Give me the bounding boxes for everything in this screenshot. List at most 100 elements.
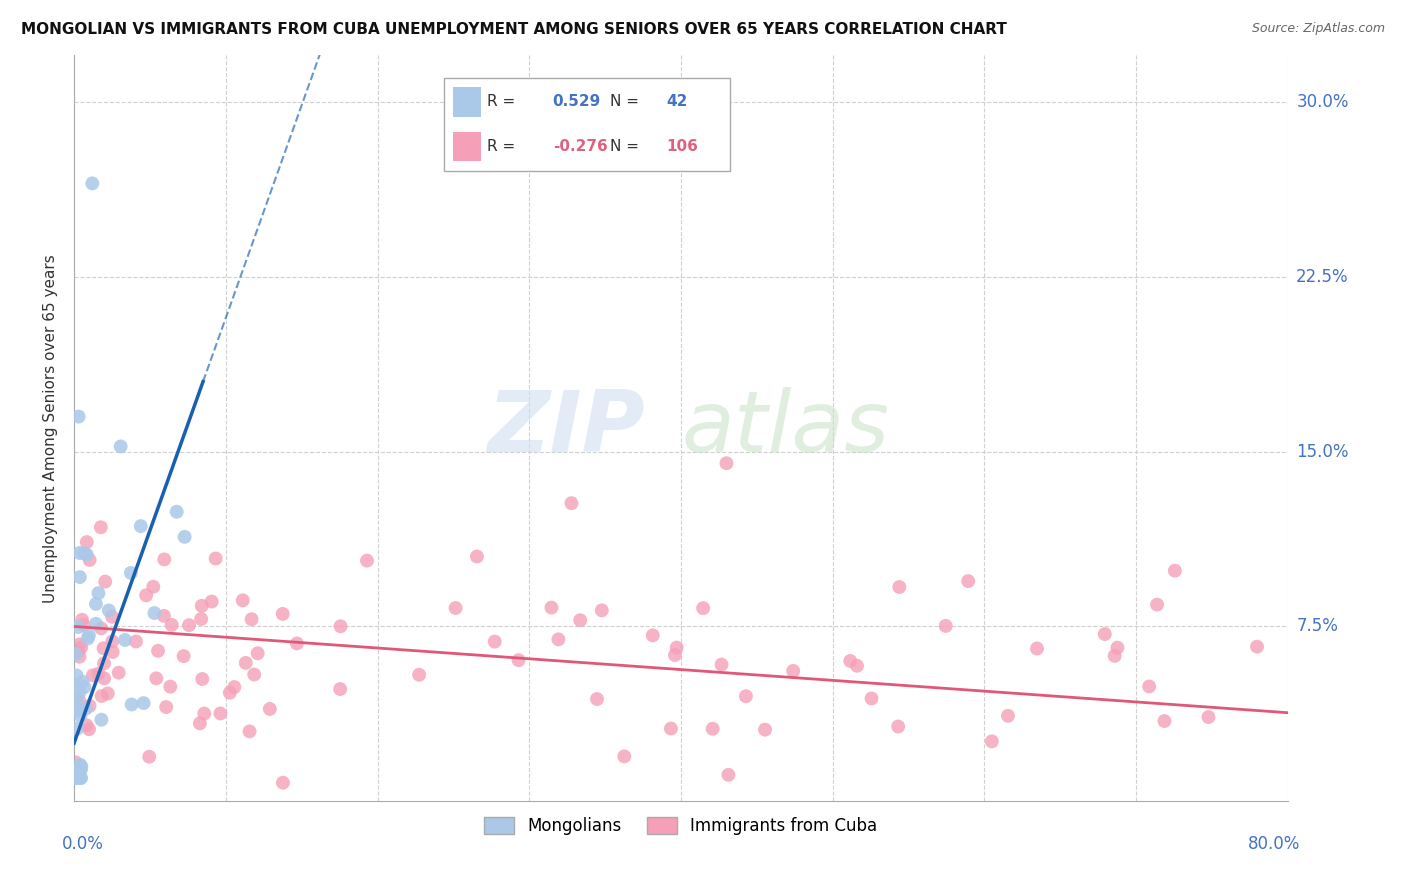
Point (70, 640, 93, 655)
Point (135, 588, 157, 602)
Point (1026, 641, 1049, 656)
Point (173, 649, 195, 664)
Point (540, 600, 562, 615)
Point (90, 621, 112, 635)
Point (87, 586, 110, 600)
Point (209, 706, 232, 721)
Point (408, 667, 430, 681)
Y-axis label: Unemployment Among Seniors over 65 years: Unemployment Among Seniors over 65 years (44, 254, 58, 603)
Point (65, 771, 87, 785)
Point (145, 672, 167, 686)
Point (73, 546, 96, 560)
Point (997, 708, 1019, 723)
Point (1246, 640, 1268, 654)
Point (702, 722, 724, 736)
Point (155, 700, 177, 714)
Point (238, 724, 260, 739)
Point (69, 546, 91, 560)
Point (1094, 627, 1116, 641)
Point (613, 749, 636, 764)
Point (177, 618, 200, 632)
Point (224, 680, 246, 694)
Point (166, 505, 188, 519)
Point (153, 552, 176, 566)
Point (87, 666, 110, 681)
Point (93, 657, 115, 671)
Point (193, 706, 215, 721)
Point (547, 632, 569, 647)
Point (980, 734, 1002, 748)
Point (110, 439, 132, 453)
Point (889, 580, 911, 594)
Point (93, 641, 115, 656)
Text: 30.0%: 30.0% (1296, 93, 1348, 111)
Point (65, 668, 87, 682)
Point (114, 632, 136, 647)
Point (591, 603, 613, 617)
Point (76, 548, 98, 562)
Point (860, 691, 883, 706)
Point (735, 690, 758, 704)
Point (1107, 640, 1129, 655)
Point (101, 609, 124, 624)
Point (79, 698, 101, 713)
Point (65, 644, 87, 658)
Point (66, 722, 89, 736)
Point (65, 647, 87, 661)
Point (754, 723, 776, 737)
Point (271, 607, 294, 621)
Point (129, 519, 152, 533)
Point (73, 680, 96, 694)
Point (70, 613, 93, 627)
Point (586, 692, 609, 706)
Point (259, 702, 281, 716)
Point (132, 696, 155, 710)
Point (641, 628, 664, 642)
Point (1146, 598, 1168, 612)
Point (659, 722, 682, 736)
Point (839, 654, 862, 668)
Point (232, 593, 254, 607)
Point (1198, 710, 1220, 724)
Point (67, 649, 90, 664)
Point (90, 689, 112, 703)
Point (72, 674, 94, 689)
Point (444, 601, 467, 615)
Point (235, 656, 257, 670)
Text: MONGOLIAN VS IMMIGRANTS FROM CUBA UNEMPLOYMENT AMONG SENIORS OVER 65 YEARS CORRE: MONGOLIAN VS IMMIGRANTS FROM CUBA UNEMPL… (21, 22, 1007, 37)
Point (97, 686, 120, 700)
Point (70, 759, 93, 773)
Point (82, 177, 104, 191)
Point (957, 574, 980, 588)
Point (84, 597, 107, 611)
Point (329, 682, 352, 697)
Point (159, 680, 181, 694)
Point (153, 608, 176, 623)
Point (484, 634, 506, 648)
Point (1153, 714, 1175, 728)
Point (77, 722, 100, 736)
Point (76, 535, 98, 549)
Point (1137, 680, 1160, 694)
Point (246, 646, 269, 660)
Point (465, 549, 488, 564)
Point (569, 613, 592, 627)
Point (356, 553, 378, 567)
Point (846, 658, 869, 673)
Point (76, 718, 98, 732)
Point (329, 619, 352, 633)
Point (120, 566, 142, 580)
Point (190, 599, 212, 613)
Point (692, 601, 714, 615)
Point (65, 765, 87, 780)
Point (65, 704, 87, 718)
Point (201, 594, 224, 608)
Point (887, 719, 910, 733)
Point (69, 763, 91, 777)
Point (69, 758, 91, 772)
Point (65, 678, 87, 692)
Point (76, 632, 98, 646)
Point (1164, 564, 1187, 578)
Text: ZIP: ZIP (486, 387, 644, 470)
Point (782, 664, 804, 678)
